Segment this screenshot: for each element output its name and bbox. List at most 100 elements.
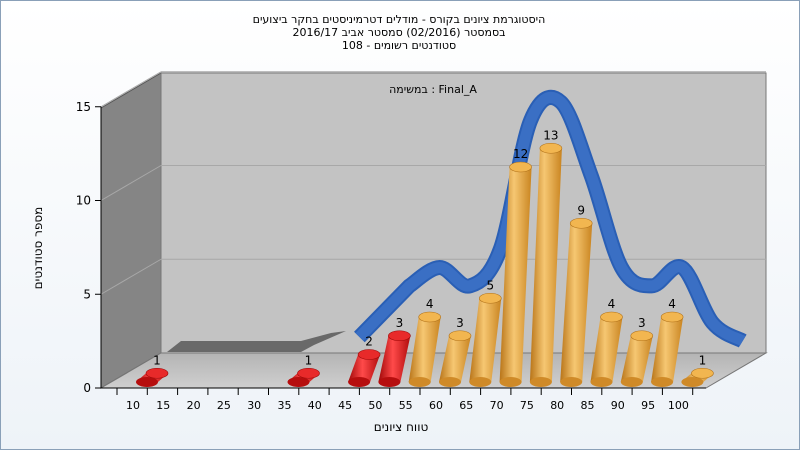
- x-tick-label: 60: [429, 399, 443, 412]
- x-tick-label: 80: [550, 399, 564, 412]
- bar-value-label: 1: [305, 353, 313, 367]
- bars: [136, 142, 714, 387]
- bar-top: [630, 330, 654, 342]
- bar-value-label: 12: [513, 147, 528, 161]
- bar-base: [378, 377, 401, 387]
- bar: [529, 142, 563, 387]
- x-tick-label: 40: [308, 399, 322, 412]
- x-tick-label: 25: [217, 399, 231, 412]
- bar-top: [539, 142, 563, 154]
- bar-body: [378, 335, 411, 382]
- bar-body: [620, 335, 653, 382]
- x-tick-label: 65: [459, 399, 473, 412]
- bar-value-label: 5: [486, 278, 494, 292]
- bar: [499, 161, 532, 387]
- bar-top: [145, 367, 169, 379]
- chart-title-line-3: סטודנטים רשומים - 108: [342, 39, 456, 52]
- bar-top: [569, 217, 593, 229]
- bar-value-label: 3: [396, 316, 404, 330]
- bar-base: [590, 377, 613, 387]
- bar-base: [529, 377, 552, 387]
- bar-body: [590, 317, 623, 382]
- bar-top: [691, 367, 714, 379]
- bar-value-label: 9: [577, 203, 585, 217]
- bar-base: [651, 377, 674, 387]
- x-tick-label: 95: [641, 399, 655, 412]
- bar-base: [469, 377, 492, 387]
- bar-top: [448, 330, 472, 342]
- bar: [287, 367, 320, 387]
- back-wall: [160, 72, 767, 354]
- curve-line: [355, 91, 746, 346]
- bar: [620, 330, 654, 387]
- bar-value-label: 2: [365, 335, 373, 349]
- bar-body: [560, 223, 593, 382]
- bar-top: [478, 292, 502, 304]
- bar-value-label: 1: [699, 353, 707, 367]
- bar-value-label: 3: [456, 316, 464, 330]
- x-tick-label: 20: [187, 399, 201, 412]
- x-tick-label: 45: [338, 399, 352, 412]
- y-tick-label: 15: [76, 100, 91, 114]
- bar-body: [529, 148, 562, 382]
- bar-base: [499, 377, 522, 387]
- gridline-side: [100, 258, 162, 295]
- y-axis-label: מספר סטודנטים: [31, 207, 45, 290]
- bar-body: [499, 167, 532, 382]
- bar-base: [408, 377, 431, 387]
- bar-value-label: 3: [638, 316, 646, 330]
- y-axis: 0 5 10 15: [76, 100, 102, 395]
- x-tick-label: 70: [490, 399, 504, 412]
- gridlines: [100, 71, 766, 295]
- bar: [560, 217, 593, 387]
- bar-base: [681, 377, 704, 387]
- bar-top: [509, 161, 532, 173]
- bar-top: [388, 330, 411, 342]
- bar-value-label: 13: [543, 128, 558, 142]
- x-axis: 10 15 20 25 30 35 40 45 50 55 60 65 70 75 80 85 90 95 100: [116, 388, 694, 412]
- bar-base: [348, 377, 371, 387]
- bar: [348, 349, 381, 387]
- bar: [136, 367, 169, 387]
- x-tick-label: 75: [520, 399, 534, 412]
- x-tick-label: 100: [668, 399, 689, 412]
- y-tick-label: 5: [83, 287, 91, 301]
- bar-body: [348, 354, 381, 382]
- x-axis-label: טווח ציונים: [374, 420, 429, 434]
- bar-body: [651, 317, 684, 382]
- x-tick-label: 85: [581, 399, 595, 412]
- y-tick-label: 0: [83, 381, 91, 395]
- bar-value-label: 1: [153, 353, 161, 367]
- bar-value-label: 4: [608, 297, 616, 311]
- bar-body: [469, 298, 502, 382]
- distribution-curve: [354, 89, 747, 348]
- x-tick-label: 90: [611, 399, 625, 412]
- bar-body: [408, 317, 441, 382]
- chart-title-line-1: היסטוגרמת ציונים בקורס - מודלים דטרמיניס…: [253, 13, 546, 26]
- curve-floor-ribbon: [167, 331, 346, 352]
- bar-top: [357, 349, 381, 360]
- gridline-side: [100, 165, 162, 201]
- bar: [590, 311, 623, 387]
- bar-base: [560, 377, 583, 387]
- bar-top: [660, 311, 684, 323]
- bar-top: [600, 311, 623, 323]
- x-tick-label: 55: [399, 399, 413, 412]
- x-tick-label: 15: [156, 399, 170, 412]
- gridline-side: [100, 71, 162, 108]
- bar-top: [418, 311, 442, 323]
- bar: [469, 292, 502, 387]
- bar: [378, 330, 411, 387]
- inner-task-label: במשימה : Final_A: [389, 83, 477, 96]
- bar-value-label: 4: [426, 297, 434, 311]
- chart-title-line-2: בסמסטר (02/2016) סמסטר אביב 2016/17: [292, 26, 505, 39]
- bar: [651, 311, 684, 387]
- x-tick-label: 10: [126, 399, 140, 412]
- bar-base: [136, 377, 158, 387]
- bar-base: [620, 377, 643, 387]
- left-wall: [100, 72, 162, 389]
- x-tick-label: 50: [368, 399, 382, 412]
- y-tick-label: 10: [76, 194, 91, 208]
